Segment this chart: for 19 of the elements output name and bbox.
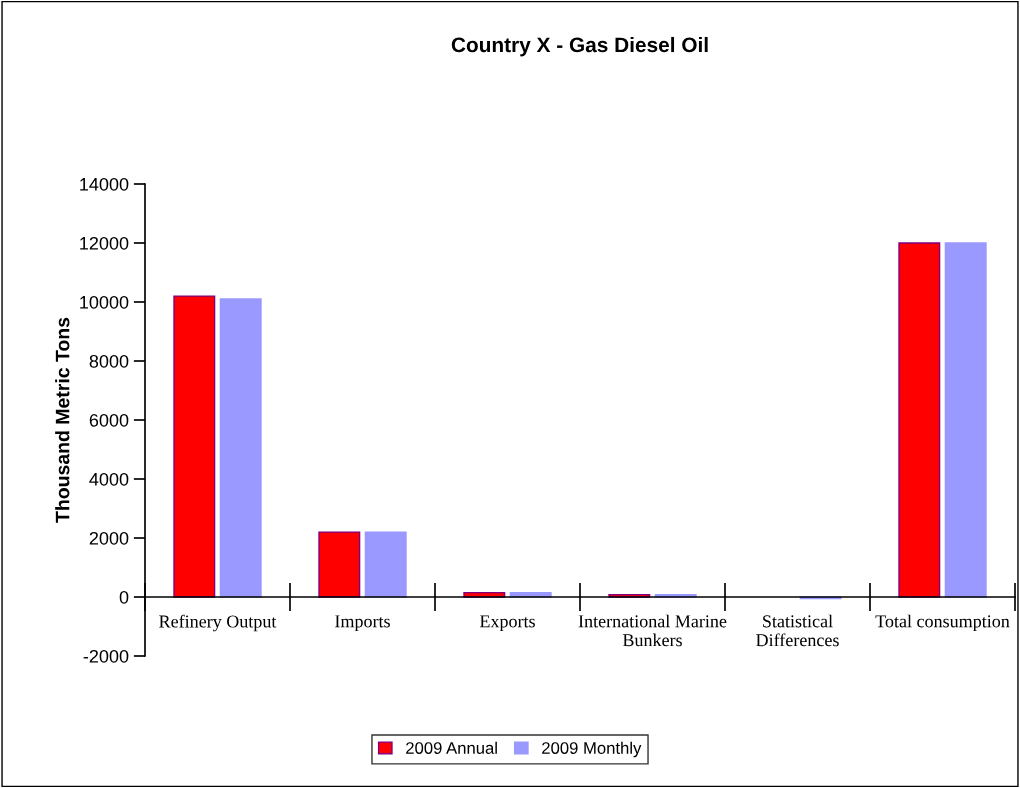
- chart-title: Country X - Gas Diesel Oil: [451, 36, 708, 57]
- y-tick-label: 14000: [80, 177, 129, 191]
- x-tick-label: Statistical Differences: [756, 614, 839, 647]
- y-tick-label: 6000: [89, 413, 129, 427]
- y-tick-label: -2000: [83, 649, 129, 663]
- x-tick-label: Total consumption: [875, 614, 1010, 632]
- y-tick-label: 4000: [89, 472, 129, 486]
- y-tick-label: 0: [119, 590, 129, 604]
- y-tick-label: 10000: [80, 295, 129, 309]
- y-axis-title: Thousand Metric Tons: [55, 317, 70, 523]
- x-tick-label: Refinery Output: [159, 614, 277, 632]
- legend-label: 2009 Annual: [406, 741, 497, 754]
- y-tick-label: 12000: [80, 236, 129, 250]
- y-tick-label: 8000: [89, 354, 129, 368]
- x-tick-label: Exports: [479, 615, 535, 632]
- x-tick-label: Imports: [335, 615, 390, 632]
- x-tick-label: International Marine Bunkers: [578, 614, 727, 647]
- y-tick-label: 2000: [89, 531, 129, 545]
- legend-label: 2009 Monthly: [542, 741, 642, 758]
